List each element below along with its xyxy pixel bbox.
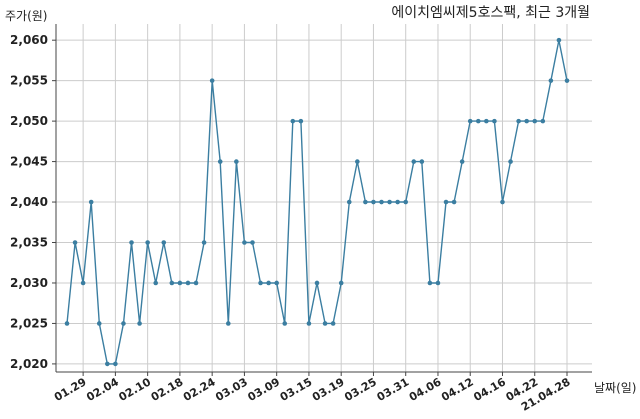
x-tick-label: 02.18 (149, 375, 186, 404)
data-point (298, 118, 304, 124)
data-point (314, 280, 320, 286)
data-point (556, 37, 562, 43)
data-point (459, 159, 465, 164)
x-tick-label: 03.09 (246, 375, 283, 404)
data-point (492, 118, 497, 124)
data-point (137, 321, 142, 326)
data-point (290, 118, 296, 124)
data-point (346, 199, 352, 205)
data-point (484, 118, 489, 124)
x-tick-label: 03.25 (342, 375, 379, 404)
data-point (177, 280, 183, 286)
y-tick-label: 2,030 (10, 276, 48, 290)
grid-layer (56, 24, 592, 372)
data-point (209, 78, 215, 83)
data-point (379, 199, 384, 205)
data-point (185, 280, 191, 286)
data-point (508, 159, 513, 164)
data-point (193, 280, 199, 286)
data-point (322, 321, 328, 326)
data-point (371, 199, 376, 205)
data-point (161, 240, 167, 245)
axis-layer: 2,020 2,025 2,030 2,035 2,040 2,045 2,050 2,055… (10, 24, 592, 414)
x-tick-label: 02.10 (117, 375, 154, 404)
x-tick-label: 03.31 (375, 375, 412, 404)
y-tick-label: 2,035 (10, 236, 48, 250)
y-tick-label: 2,025 (10, 316, 48, 330)
data-point (250, 240, 255, 245)
data-point (355, 159, 360, 164)
data-point (411, 159, 417, 164)
data-point (121, 321, 126, 326)
data-point (201, 240, 207, 245)
data-point (475, 118, 481, 124)
data-point (153, 280, 159, 286)
data-point (548, 78, 554, 83)
data-point (387, 199, 392, 205)
x-tick-label: 04.12 (439, 375, 476, 404)
data-point (96, 321, 102, 326)
data-point (540, 118, 546, 124)
y-tick-label: 2,050 (10, 114, 48, 128)
data-point (403, 199, 409, 205)
data-point (105, 361, 110, 367)
x-tick-label: 03.15 (278, 375, 315, 404)
y-axis-label: 주가(원) (5, 9, 47, 23)
data-point (435, 280, 441, 286)
x-tick-label: 02.04 (84, 375, 121, 404)
data-point (258, 280, 263, 286)
data-point (225, 321, 231, 326)
data-point (72, 240, 78, 245)
data-point (451, 199, 457, 205)
x-tick-label: 03.19 (310, 375, 347, 404)
data-point (217, 159, 223, 164)
data-point (532, 118, 538, 124)
data-point (395, 199, 400, 205)
data-point (338, 280, 344, 286)
data-point (467, 118, 473, 124)
y-tick-label: 2,040 (10, 195, 48, 209)
x-tick-label: 02.24 (181, 375, 218, 404)
chart-title: 에이치엠씨제5호스팩, 최근 3개월 (391, 5, 590, 21)
data-point (282, 321, 288, 326)
data-point (443, 199, 449, 205)
data-point (274, 280, 279, 286)
data-point (363, 199, 368, 205)
data-point (330, 321, 336, 326)
data-point (266, 280, 271, 286)
y-tick-label: 2,045 (10, 155, 48, 169)
data-point (500, 199, 505, 205)
data-point (129, 240, 134, 245)
data-point (564, 78, 570, 83)
data-point (306, 321, 312, 326)
x-tick-label: 04.16 (471, 375, 508, 404)
data-point (169, 280, 175, 286)
data-point (64, 321, 70, 326)
data-point (80, 280, 86, 286)
x-tick-label: 03.03 (213, 375, 250, 404)
data-point (234, 159, 239, 164)
x-tick-label: 04.06 (407, 375, 444, 404)
x-tick-label: 01.29 (52, 375, 89, 404)
data-point (88, 199, 94, 205)
y-tick-label: 2,055 (10, 74, 48, 88)
data-point (524, 118, 529, 124)
x-axis-label: 날짜(일) (594, 381, 636, 395)
data-point (419, 159, 425, 164)
data-point (145, 240, 150, 245)
y-tick-label: 2,060 (10, 33, 48, 47)
y-tick-label: 2,020 (10, 357, 48, 371)
data-point (242, 240, 247, 245)
data-point (516, 118, 521, 124)
data-point (427, 280, 433, 286)
data-point (113, 361, 118, 367)
series-layer (64, 37, 570, 367)
